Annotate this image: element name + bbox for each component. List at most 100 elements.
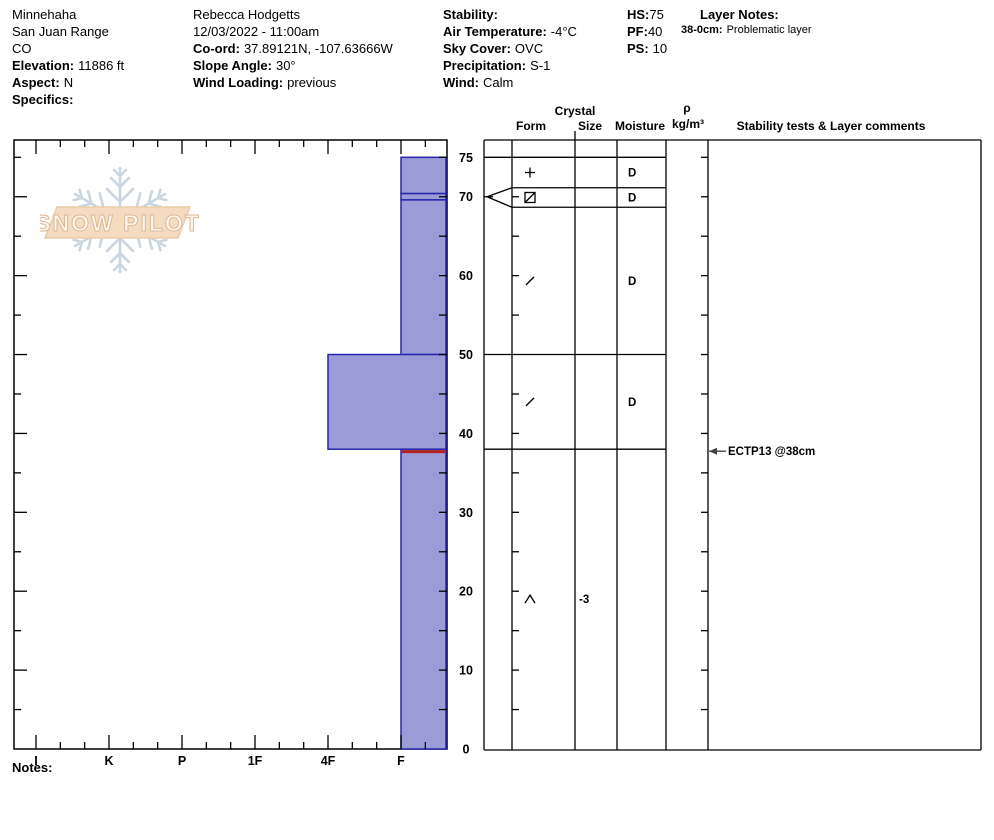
notes-label: Notes: bbox=[12, 760, 53, 775]
coord-value: 37.89121N, -107.63666W bbox=[243, 41, 393, 56]
hardness-axis-label: 1F bbox=[248, 754, 263, 768]
air-temp-label: Air Temperature: bbox=[443, 24, 547, 39]
hs-value: 75 bbox=[649, 7, 664, 22]
snow-layer-bar bbox=[400, 156, 447, 195]
snow-layer-bar bbox=[327, 353, 447, 450]
grain-size-value: -3 bbox=[579, 594, 589, 606]
observation-datetime: 12/03/2022 - 11:00am bbox=[193, 24, 320, 39]
layer-note-range: 38-0cm: bbox=[681, 24, 723, 36]
hardness-axis-label: F bbox=[397, 754, 405, 768]
moisture-value: D bbox=[628, 168, 636, 180]
specifics-line: Specifics: bbox=[12, 91, 124, 108]
density-units-header: kg/m³ bbox=[671, 117, 705, 131]
depth-axis-label: 50 bbox=[459, 348, 473, 362]
stability-line: Stability: bbox=[443, 6, 577, 23]
ps-label: PS: bbox=[627, 41, 649, 56]
precip-label: Precipitation: bbox=[443, 58, 527, 73]
site-name: Minnehaha bbox=[12, 7, 77, 22]
test-arrow-head-icon bbox=[709, 447, 717, 455]
mountain-range: San Juan Range bbox=[12, 24, 109, 39]
moisture-value: D bbox=[628, 276, 636, 288]
hs-line: HS:75 bbox=[627, 6, 667, 23]
crystal-form-icon-slash bbox=[525, 397, 535, 407]
depth-axis-label: 60 bbox=[459, 269, 473, 283]
logo-banner bbox=[43, 206, 192, 239]
elevation-value: 11886 ft bbox=[78, 58, 125, 73]
wind-loading-label: Wind Loading: bbox=[193, 75, 284, 90]
hardness-axis-label: P bbox=[178, 754, 186, 768]
precip-value: S-1 bbox=[530, 58, 551, 73]
snowpilot-logo: SNOW PILOT bbox=[40, 166, 201, 274]
sky-cover-line: Sky Cover: OVC bbox=[443, 40, 577, 57]
hardness-axis-label: 4F bbox=[321, 754, 336, 768]
size-column-header: Size bbox=[577, 119, 603, 133]
wind-line: Wind: Calm bbox=[443, 74, 577, 91]
elevation-label: Elevation: bbox=[12, 58, 75, 73]
crystal-form-icon-boxed-slash bbox=[524, 192, 536, 203]
density-header: ρ bbox=[683, 101, 691, 115]
logo-text: SNOW PILOT bbox=[40, 210, 201, 236]
aspect-value: N bbox=[63, 75, 74, 90]
precip-line: Precipitation: S-1 bbox=[443, 57, 577, 74]
ps-line: PS: 10 bbox=[627, 40, 667, 57]
depth-axis-label: 10 bbox=[459, 664, 473, 678]
observer-name: Rebecca Hodgetts bbox=[193, 7, 300, 22]
coord-line: Co-ord: 37.89121N, -107.63666W bbox=[193, 40, 393, 57]
comments-column-header: Stability tests & Layer comments bbox=[736, 119, 926, 133]
weather-block: Stability: Air Temperature: -4°C Sky Cove… bbox=[443, 6, 577, 91]
fan-connector-line bbox=[486, 187, 513, 198]
crystal-form-icon-boxed-slash bbox=[524, 191, 536, 204]
depth-axis-label: 0 bbox=[463, 743, 470, 757]
moisture-column-header: Moisture bbox=[614, 119, 666, 133]
fan-connector-line bbox=[486, 196, 513, 208]
observer-block: Rebecca Hodgetts 12/03/2022 - 11:00am Co… bbox=[193, 6, 393, 91]
elevation-line: Elevation: 11886 ft bbox=[12, 57, 124, 74]
layer-notes-title: Layer Notes: bbox=[700, 7, 779, 22]
wind-loading-line: Wind Loading: previous bbox=[193, 74, 393, 91]
slope-angle-label: Slope Angle: bbox=[193, 58, 272, 73]
wind-label: Wind: bbox=[443, 75, 479, 90]
depth-axis-label: 20 bbox=[459, 585, 473, 599]
ps-value: 10 bbox=[652, 41, 668, 56]
specifics-label: Specifics: bbox=[12, 92, 74, 107]
layer-note-text: Problematic layer bbox=[726, 24, 812, 36]
coord-label: Co-ord: bbox=[193, 41, 240, 56]
stability-label: Stability: bbox=[443, 7, 498, 22]
aspect-line: Aspect: N bbox=[12, 74, 124, 91]
aspect-label: Aspect: bbox=[12, 75, 60, 90]
depth-axis-label: 75 bbox=[459, 151, 473, 165]
moisture-value: D bbox=[628, 397, 636, 409]
slope-angle-value: 30° bbox=[275, 58, 296, 73]
layer-notes-title-line: Layer Notes: bbox=[681, 6, 812, 23]
hardness-axis-label: K bbox=[104, 754, 113, 768]
layer-note-line: 38-0cm: Problematic layer bbox=[681, 23, 812, 38]
crystal-form-icon-caret bbox=[524, 593, 536, 604]
stability-test-label: ECTP13 @38cm bbox=[728, 446, 815, 458]
depth-axis-label: 70 bbox=[459, 190, 473, 204]
wind-value: Calm bbox=[482, 75, 514, 90]
state: CO bbox=[12, 41, 32, 56]
depth-axis-label: 40 bbox=[459, 427, 473, 441]
snow-layer-bar bbox=[400, 199, 447, 356]
air-temp-value: -4°C bbox=[550, 24, 577, 39]
hardness-axis-label: I bbox=[34, 754, 37, 768]
moisture-value: D bbox=[628, 192, 636, 204]
crystal-header: Crystal bbox=[554, 104, 596, 118]
air-temp-line: Air Temperature: -4°C bbox=[443, 23, 577, 40]
pf-value: 40 bbox=[647, 24, 663, 39]
sky-cover-label: Sky Cover: bbox=[443, 41, 511, 56]
crystal-form-icon-slash bbox=[525, 276, 535, 286]
hs-label: HS: bbox=[627, 7, 650, 22]
pf-line: PF:40 bbox=[627, 23, 667, 40]
sky-cover-value: OVC bbox=[514, 41, 544, 56]
layer-notes-block: Layer Notes: 38-0cm: Problematic layer bbox=[681, 6, 812, 38]
wind-loading-value: previous bbox=[287, 75, 337, 90]
form-column-header: Form bbox=[516, 119, 546, 133]
slope-angle-line: Slope Angle: 30° bbox=[193, 57, 393, 74]
depth-axis-label: 30 bbox=[459, 506, 473, 520]
snow-layer-bar bbox=[400, 448, 447, 750]
snow-summary-block: HS:75 PF:40 PS: 10 bbox=[627, 6, 667, 57]
location-block: Minnehaha San Juan Range CO Elevation: 11… bbox=[12, 6, 124, 108]
